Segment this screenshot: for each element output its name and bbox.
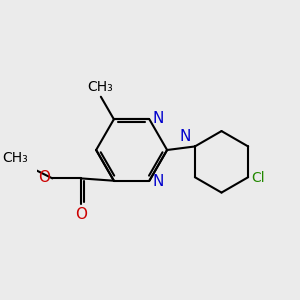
Text: O: O: [75, 207, 87, 222]
Text: N: N: [180, 129, 191, 144]
Text: Cl: Cl: [252, 171, 265, 185]
Text: O: O: [38, 170, 50, 185]
Text: N: N: [153, 174, 164, 189]
Text: CH₃: CH₃: [2, 152, 28, 165]
Text: N: N: [153, 111, 164, 126]
Text: CH₃: CH₃: [87, 80, 112, 94]
